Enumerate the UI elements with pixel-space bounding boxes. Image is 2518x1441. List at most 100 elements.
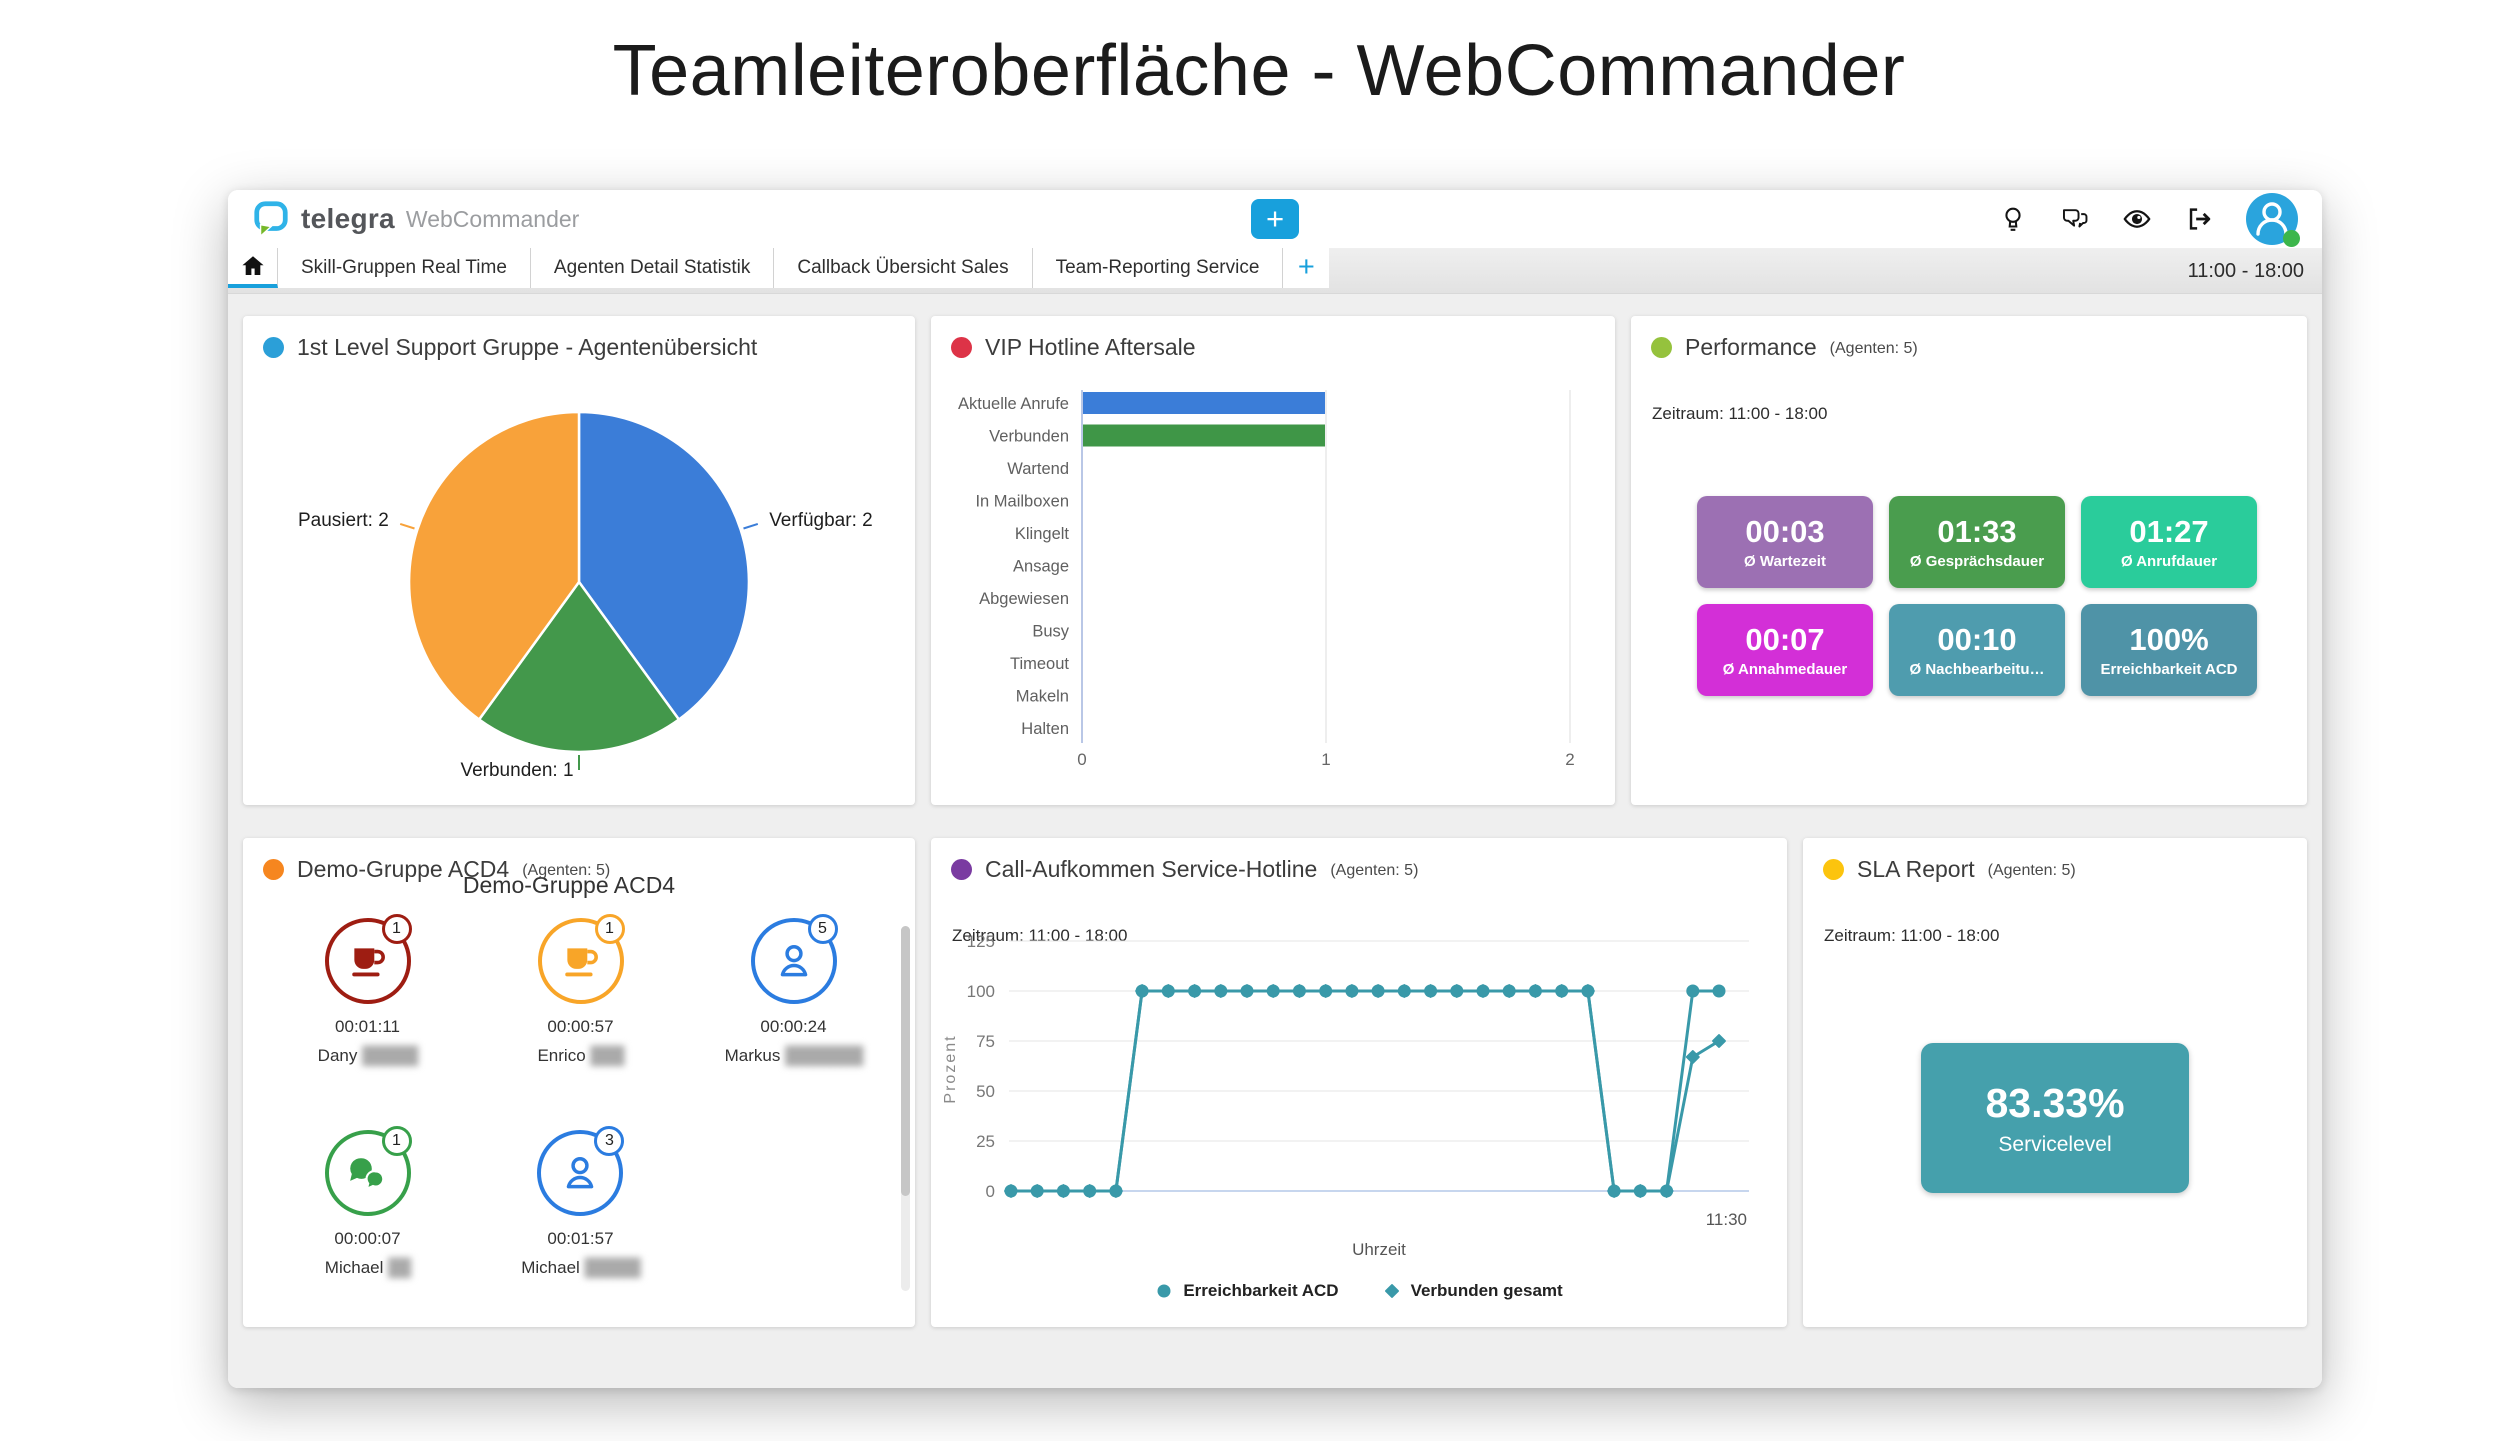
agent-bubble[interactable]: 1 xyxy=(324,1126,412,1216)
agent-surname-redacted: █████ xyxy=(362,1046,418,1065)
user-avatar[interactable] xyxy=(2246,193,2300,247)
svg-text:100: 100 xyxy=(967,982,995,1001)
svg-text:25: 25 xyxy=(976,1132,995,1151)
bar[interactable] xyxy=(1083,392,1325,414)
agent-name: Markus ███████ xyxy=(724,1046,864,1065)
tile-value: 01:33 xyxy=(1937,514,2017,549)
agent-bubble[interactable]: 1 xyxy=(537,914,625,1004)
x-tick-label: 11:30 xyxy=(1706,1210,1747,1229)
line-series-diamond xyxy=(1011,989,1720,1193)
performance-tiles: 00:03 Ø Wartezeit 01:33 Ø Gesprächsdauer 0… xyxy=(1697,496,2257,696)
agent-bubble[interactable]: 5 xyxy=(750,914,838,1004)
line-chart: 125 100 75 50 25 0 Prozent 11:30 Uhrzeit xyxy=(942,933,1749,1259)
svg-text:0: 0 xyxy=(986,1182,995,1201)
panel-status-dot xyxy=(951,859,972,880)
panel-demo-gruppe: Demo-Gruppe ACD4 (Agenten: 5) Demo-Grupp… xyxy=(243,838,915,1327)
user-avatar-icon xyxy=(2256,202,2288,236)
tab-2[interactable]: Agenten Detail Statistik xyxy=(530,248,775,288)
bar-category-label: In Mailboxen xyxy=(975,493,1069,511)
telegra-logo xyxy=(254,201,288,238)
svg-text:0: 0 xyxy=(1077,750,1086,769)
sla-value: 83.33% xyxy=(1985,1079,2125,1126)
panel-agent-overview: 1st Level Support Gruppe - Agentenübersi… xyxy=(243,316,915,805)
logout-icon[interactable] xyxy=(2184,204,2214,234)
add-tab-button[interactable]: + xyxy=(1283,248,1330,288)
legend-label: Verbunden gesamt xyxy=(1410,1281,1563,1300)
tile-label: Erreichbarkeit ACD xyxy=(2100,661,2238,678)
tab-3[interactable]: Callback Übersicht Sales xyxy=(774,248,1033,288)
panel-status-dot xyxy=(1651,337,1672,358)
sla-tile: 83.33% Servicelevel xyxy=(1921,1043,2189,1193)
tab-bar: Skill-Gruppen Real Time Agenten Detail St… xyxy=(228,248,2322,294)
agent-bubble[interactable]: 3 xyxy=(537,1126,625,1216)
agent-badge: 3 xyxy=(594,1126,625,1156)
pie-slice-Verfügbar[interactable] xyxy=(577,410,751,722)
agent-surname-redacted: ███ xyxy=(590,1046,624,1065)
tab-4[interactable]: Team-Reporting Service xyxy=(1032,248,1284,288)
bar-category-label: Halten xyxy=(1021,720,1069,738)
agent-time: 00:00:07 xyxy=(334,1229,401,1248)
agents-count: (Agenten: 5) xyxy=(1987,862,2076,879)
legend-item[interactable]: Verbunden gesamt xyxy=(1383,1281,1563,1301)
panel-title: 1st Level Support Gruppe - Agentenübersi… xyxy=(297,334,758,360)
agent-name: Enrico ███ xyxy=(537,1046,624,1065)
add-widget-button[interactable]: + xyxy=(1251,199,1299,239)
panel-call-volume: Call-Aufkommen Service-Hotline (Agenten:… xyxy=(931,838,1787,1327)
x-axis-label: Uhrzeit xyxy=(1352,1240,1406,1259)
tile-value: 01:27 xyxy=(2129,514,2209,549)
bar-category-label: Busy xyxy=(1032,623,1069,641)
agent-item: 5 00:00:24 Markus ███████ xyxy=(724,914,864,1066)
bar[interactable] xyxy=(1083,424,1325,447)
kpi-tile: 00:10 Ø Nachbearbeitu… xyxy=(1889,604,2065,696)
agent-list: 1 00:01:11 Dany █████ 1 00:00:57 Enrico … xyxy=(261,914,901,1278)
brand-name: telegra xyxy=(301,203,395,234)
pie-slice-Pausiert[interactable] xyxy=(407,410,581,722)
panel-title: Demo-Gruppe ACD4 xyxy=(297,856,510,882)
agent-time: 00:00:24 xyxy=(760,1017,827,1036)
scrollbar-thumb[interactable] xyxy=(901,926,910,1197)
zeitraum-label: Zeitraum: 11:00 - 18:00 xyxy=(1824,926,2000,945)
bar-category-label: Timeout xyxy=(1010,655,1069,673)
kpi-tile: 01:33 Ø Gesprächsdauer xyxy=(1889,496,2065,588)
app-window: telegra WebCommander + xyxy=(228,190,2322,1388)
online-status-dot xyxy=(2283,230,2300,247)
tile-label: Ø Nachbearbeitu… xyxy=(1909,661,2045,678)
agent-bubble[interactable]: 1 xyxy=(324,914,412,1004)
chart-legend: Erreichbarkeit ACD Verbunden gesamt xyxy=(931,1281,1787,1301)
pie-label: Verbunden: 1 xyxy=(460,760,573,781)
tile-value: 00:03 xyxy=(1745,514,1825,549)
tabs: Skill-Gruppen Real Time Agenten Detail St… xyxy=(228,248,1284,288)
agents-count: (Agenten: 5) xyxy=(1330,862,1419,879)
tab-1[interactable]: Skill-Gruppen Real Time xyxy=(278,248,531,288)
panel-sla-report: SLA Report (Agenten: 5) Zeitraum: 11:00 … xyxy=(1803,838,2307,1327)
pie-slice-Verbunden[interactable] xyxy=(477,579,681,754)
eye-icon[interactable] xyxy=(2122,204,2152,234)
legend-marker-diamond xyxy=(1384,1284,1399,1298)
bar-category-label: Makeln xyxy=(1016,688,1069,706)
brand-product: WebCommander xyxy=(405,205,580,232)
tile-value: 100% xyxy=(2129,622,2209,657)
bar-category-label: Ansage xyxy=(1013,558,1069,576)
agent-item: 3 00:01:57 Michael █████ xyxy=(521,1126,641,1278)
pie-label: Verfügbar: 2 xyxy=(769,510,873,531)
lightbulb-icon[interactable] xyxy=(1998,204,2028,234)
agents-count: (Agenten: 5) xyxy=(1829,340,1918,357)
agent-surname-redacted: ██ xyxy=(388,1258,411,1277)
group-inner-title: Demo-Gruppe ACD4 xyxy=(462,872,676,898)
svg-text:2: 2 xyxy=(1565,750,1574,769)
conversation-icon[interactable] xyxy=(2060,204,2090,234)
pie-chart: Verfügbar: 2 Verbunden: 1 Pausiert: 2 xyxy=(298,410,873,781)
kpi-tile: 00:07 Ø Annahmedauer xyxy=(1697,604,1873,696)
agent-badge: 5 xyxy=(807,914,838,944)
agent-time: 00:00:57 xyxy=(547,1017,614,1036)
scrollbar xyxy=(901,926,910,1291)
tab-home[interactable] xyxy=(228,248,278,288)
agent-item: 1 00:01:11 Dany █████ xyxy=(318,914,418,1066)
sla-label: Servicelevel xyxy=(1998,1132,2112,1156)
bar-category-label: Wartend xyxy=(1007,460,1069,478)
legend-item[interactable]: Erreichbarkeit ACD xyxy=(1155,1281,1339,1301)
panel-vip-hotline: VIP Hotline Aftersale 0 1 2 Aktuelle Anrufe… xyxy=(931,316,1615,805)
time-range-label: 11:00 - 18:00 xyxy=(2187,260,2304,282)
tile-label: Ø Annahmedauer xyxy=(1722,661,1848,678)
agent-time: 00:01:11 xyxy=(335,1017,400,1036)
